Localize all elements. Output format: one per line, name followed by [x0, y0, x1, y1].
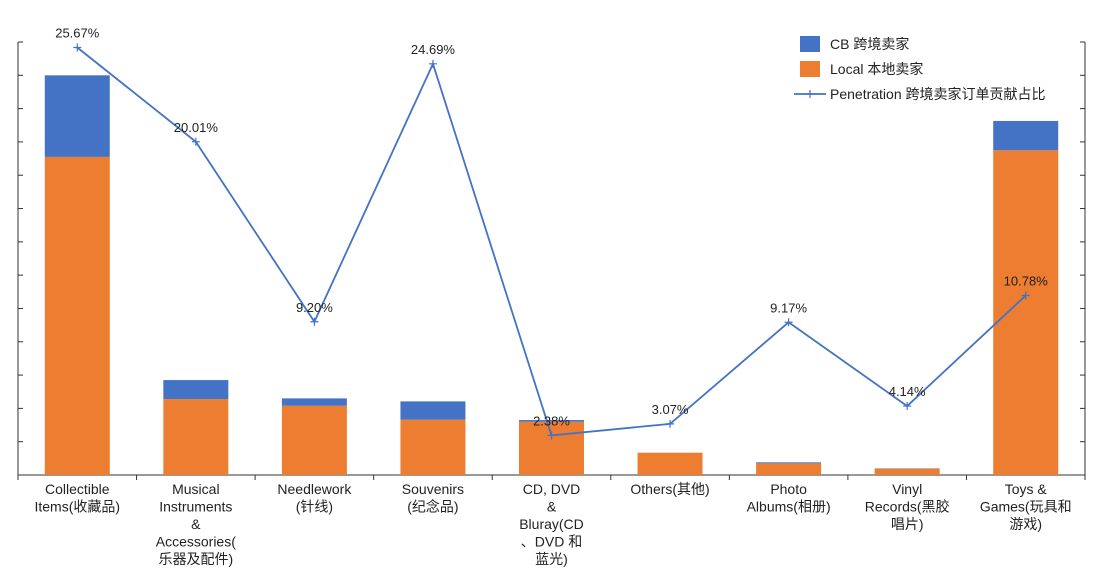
- bars: [44, 75, 1059, 475]
- data-labels: 25.67% 20.01% 9.20% 24.69% 2.38% 3.07% 9.17% 4.…: [55, 25, 1048, 428]
- penetration-line-path: [76, 46, 1027, 437]
- penetration-line: [73, 43, 1030, 440]
- bar-cb-1: [163, 380, 229, 400]
- penetration-label-0: 25.67%: [55, 25, 100, 40]
- bar-local-8: [993, 150, 1059, 475]
- category-label-8: Toys & Games(玩具和游戏): [980, 481, 1072, 532]
- bar-local-5: [637, 452, 703, 475]
- penetration-marker-8: [1021, 291, 1030, 300]
- bar-cb-6: [756, 462, 822, 464]
- penetration-marker-7: [903, 402, 912, 411]
- penetration-marker-2: [310, 317, 319, 326]
- legend-marker-2: [806, 90, 814, 98]
- bar-local-4: [519, 421, 584, 475]
- legend-label-2: Penetration 跨境卖家订单贡献占比: [830, 86, 1046, 102]
- legend-swatch-1: [800, 61, 820, 77]
- bar-local-1: [163, 399, 229, 475]
- penetration-label-1: 20.01%: [174, 120, 219, 135]
- penetration-label-5: 3.07%: [652, 402, 689, 417]
- bar-cb-0: [44, 75, 110, 157]
- bar-cb-8: [993, 120, 1059, 151]
- penetration-marker-5: [666, 419, 675, 428]
- bar-local-6: [756, 463, 822, 475]
- bar-cb-4: [519, 420, 584, 422]
- category-labels: Collectible Items(收藏品) Musical Instruments &…: [34, 481, 1071, 567]
- penetration-marker-1: [191, 137, 200, 146]
- category-label-2: Needlework (针线): [277, 481, 352, 515]
- category-label-0: Collectible Items(收藏品): [34, 481, 120, 515]
- penetration-label-6: 9.17%: [770, 300, 807, 315]
- bar-cb-2: [281, 398, 347, 406]
- legend-label-1: Local 本地卖家: [830, 61, 923, 77]
- legend: CB 跨境卖家 Local 本地卖家 Penetration 跨境卖家订单贡献占比: [794, 36, 1046, 102]
- penetration-label-8: 10.78%: [1004, 273, 1049, 288]
- penetration-marker-4: [547, 431, 556, 440]
- bar-local-7: [874, 468, 940, 475]
- penetration-marker-3: [428, 59, 437, 68]
- penetration-label-2: 9.20%: [296, 300, 333, 315]
- category-label-5: Others(其他): [630, 481, 709, 497]
- penetration-label-7: 4.14%: [889, 384, 926, 399]
- category-label-4: CD, DVD & Bluray(CD 、DVD 和蓝光): [519, 481, 584, 567]
- category-label-1: Musical Instruments & Accessories(乐器及配件): [156, 481, 236, 567]
- legend-label-0: CB 跨境卖家: [830, 36, 909, 52]
- bar-local-2: [281, 405, 347, 475]
- bar-cb-3: [400, 401, 466, 420]
- legend-swatch-0: [800, 36, 820, 52]
- penetration-marker-6: [784, 318, 793, 327]
- category-label-3: Souvenirs (纪念品): [402, 481, 464, 515]
- bar-local-0: [44, 156, 110, 475]
- category-label-6: Photo Albums(相册): [747, 481, 831, 515]
- bar-local-3: [400, 419, 466, 475]
- penetration-label-4: 2.38%: [533, 413, 570, 428]
- penetration-marker-0: [73, 43, 82, 52]
- category-label-7: Vinyl Records(黑胶唱片): [865, 481, 950, 532]
- penetration-label-3: 24.69%: [411, 42, 456, 57]
